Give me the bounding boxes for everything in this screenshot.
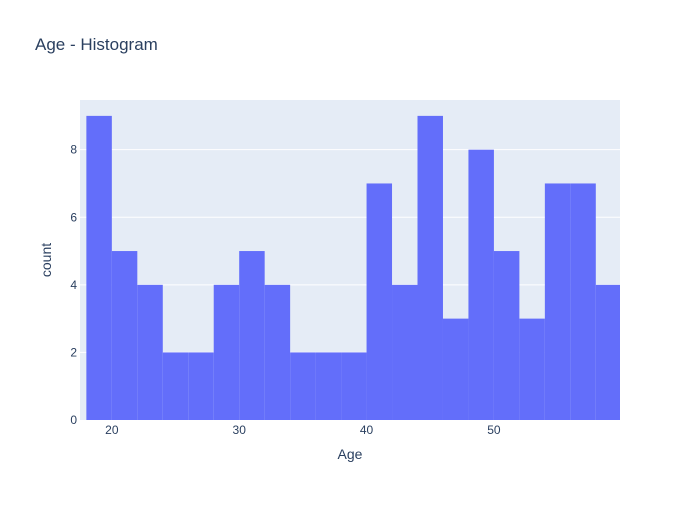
histogram-bar[interactable]: [290, 352, 316, 420]
histogram-bar[interactable]: [239, 251, 265, 420]
chart-title: Age - Histogram: [35, 35, 158, 54]
histogram-bar[interactable]: [137, 284, 163, 420]
histogram-bar[interactable]: [86, 115, 112, 421]
y-axis-title: count: [38, 243, 54, 277]
histogram-bar[interactable]: [493, 251, 520, 420]
histogram-bar[interactable]: [392, 284, 418, 420]
histogram-bar[interactable]: [544, 183, 571, 420]
histogram-bar[interactable]: [519, 318, 545, 420]
histogram-bar[interactable]: [341, 352, 367, 420]
x-tick-label: 30: [233, 423, 247, 437]
bars: [86, 115, 620, 421]
y-tick-label: 0: [70, 413, 77, 427]
histogram-bar[interactable]: [366, 183, 393, 420]
y-tick-labels: 0 2 4 6 8: [70, 143, 77, 427]
histogram-bar[interactable]: [595, 284, 620, 420]
x-tick-labels: 20 30 40 50: [105, 423, 501, 437]
histogram-bar[interactable]: [162, 352, 189, 420]
histogram-bar[interactable]: [442, 318, 469, 420]
histogram-bar[interactable]: [264, 284, 291, 420]
histogram-bar[interactable]: [315, 352, 342, 420]
y-tick-label: 4: [70, 278, 77, 292]
histogram-bar[interactable]: [417, 115, 443, 421]
histogram-bar[interactable]: [468, 149, 494, 420]
x-tick-label: 20: [105, 423, 119, 437]
y-tick-label: 2: [70, 345, 77, 359]
x-axis-title: Age: [338, 446, 363, 462]
histogram-bar[interactable]: [570, 183, 596, 420]
x-tick-label: 40: [360, 423, 374, 437]
histogram-bar[interactable]: [188, 352, 214, 420]
y-tick-label: 8: [70, 143, 77, 157]
x-tick-label: 50: [487, 423, 501, 437]
y-tick-label: 6: [70, 210, 77, 224]
histogram-bar[interactable]: [213, 284, 240, 420]
histogram-bar[interactable]: [111, 251, 138, 420]
